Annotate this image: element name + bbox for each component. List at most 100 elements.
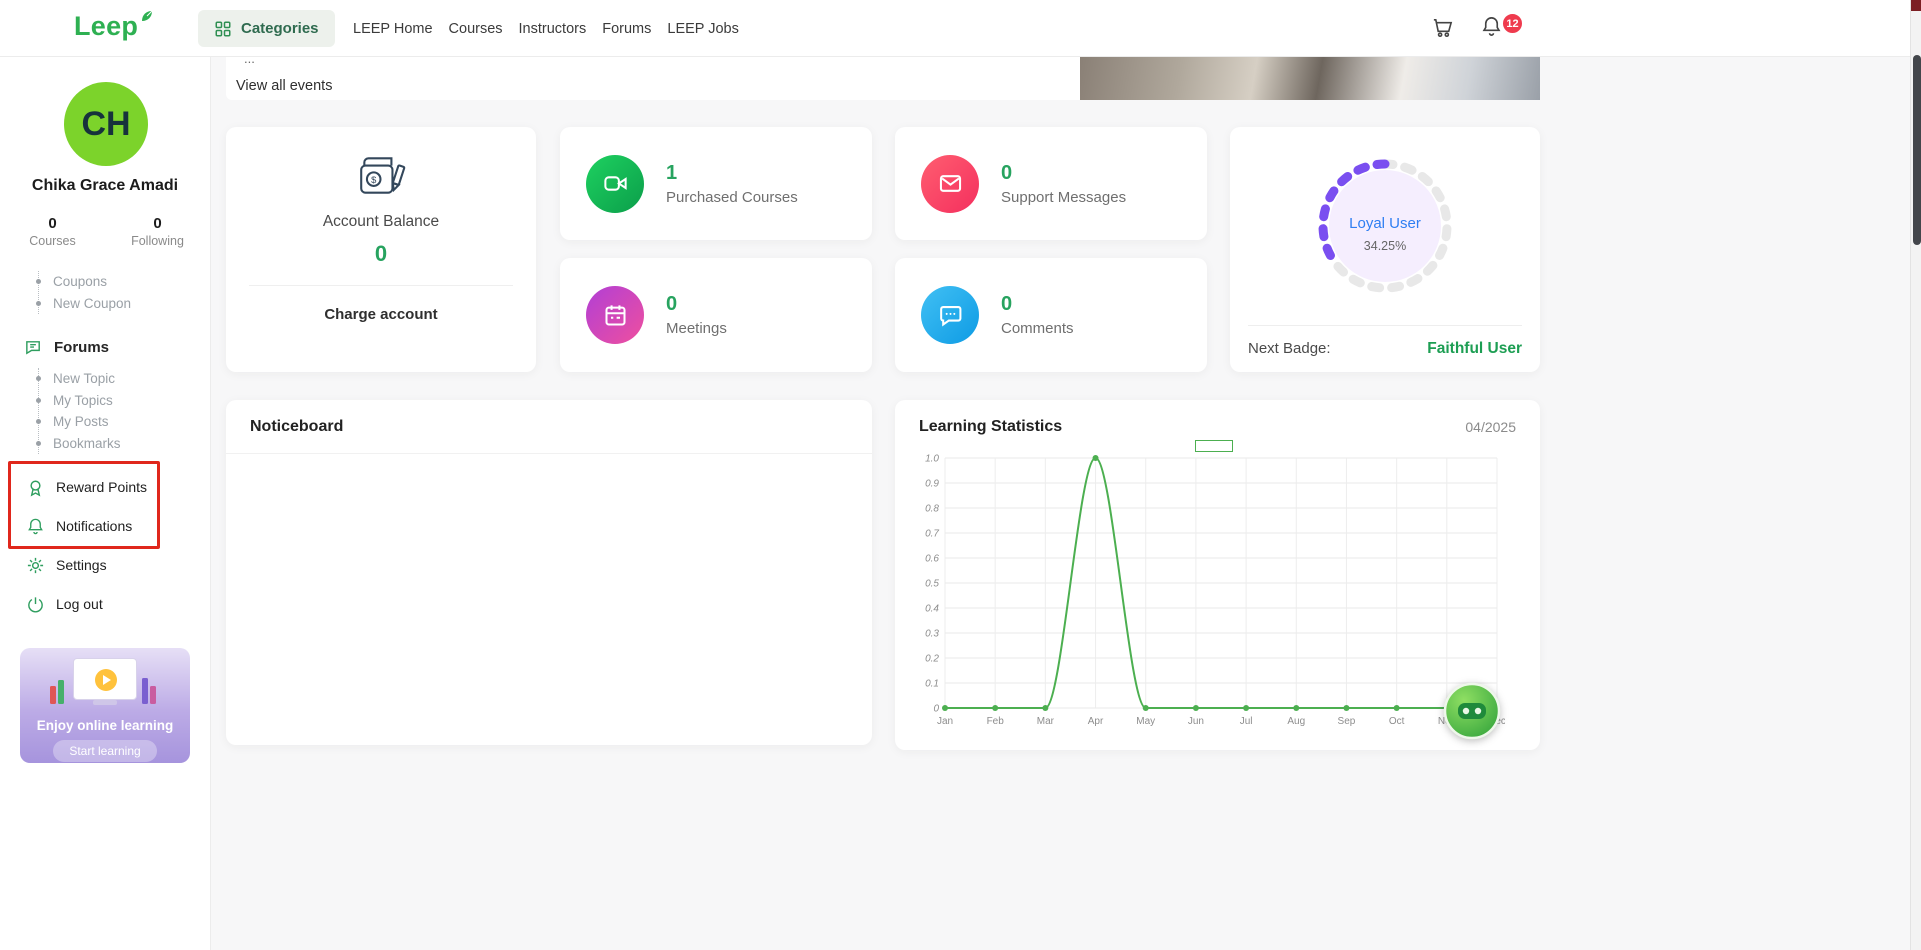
- purchased-courses-count: 1: [666, 162, 798, 185]
- following-count: 0: [105, 215, 210, 232]
- categories-button[interactable]: Categories: [198, 10, 335, 47]
- promo-illustration: [20, 654, 190, 712]
- learning-statistics-title: Learning Statistics: [919, 418, 1062, 436]
- learning-statistics-period: 04/2025: [1465, 419, 1516, 435]
- leaf-icon: [140, 9, 154, 23]
- support-messages-count: 0: [1001, 162, 1126, 185]
- nav-link-instructors[interactable]: Instructors: [519, 21, 587, 37]
- chat-bubble-icon: [921, 286, 979, 344]
- sidebar-item-coupons[interactable]: Coupons: [39, 271, 131, 293]
- grid-icon: [214, 20, 232, 38]
- comments-card: 0 Comments: [895, 258, 1207, 372]
- svg-text:0.7: 0.7: [925, 529, 939, 540]
- power-icon: [26, 595, 45, 614]
- sidebar-item-my-posts[interactable]: My Posts: [39, 411, 121, 433]
- top-navbar: Leep Categories LEEP Home Courses Instru…: [0, 0, 1921, 57]
- svg-text:1.0: 1.0: [925, 454, 939, 465]
- sidebar-item-forums[interactable]: Forums: [24, 337, 109, 357]
- svg-text:May: May: [1136, 716, 1155, 727]
- noticeboard-card: Noticeboard: [226, 400, 872, 745]
- logout-label: Log out: [56, 596, 103, 612]
- svg-text:0.6: 0.6: [925, 554, 939, 565]
- support-messages-label: Support Messages: [1001, 189, 1126, 206]
- avatar: CH: [64, 82, 148, 166]
- coupons-menu: Coupons New Coupon: [38, 271, 131, 314]
- next-badge-value: Faithful User: [1427, 340, 1522, 358]
- svg-text:0.9: 0.9: [925, 479, 939, 490]
- main-nav: LEEP Home Courses Instructors Forums LEE…: [353, 0, 739, 57]
- divider: [249, 285, 513, 286]
- notifications-bell-icon[interactable]: [1480, 15, 1503, 38]
- learning-statistics-chart: 00.10.20.30.40.50.60.70.80.91.0JanFebMar…: [911, 444, 1505, 736]
- notifications-label: Notifications: [56, 518, 132, 534]
- reward-points-label: Reward Points: [56, 479, 147, 495]
- svg-text:0.4: 0.4: [925, 604, 939, 615]
- nav-link-forums[interactable]: Forums: [602, 21, 651, 37]
- purchased-courses-card: 1 Purchased Courses: [560, 127, 872, 240]
- divider: [1248, 325, 1522, 326]
- envelope-icon: [921, 155, 979, 213]
- sidebar-item-my-topics[interactable]: My Topics: [39, 390, 121, 412]
- sidebar-item-notifications[interactable]: Notifications: [26, 516, 132, 536]
- sidebar-item-new-topic[interactable]: New Topic: [39, 368, 121, 390]
- meetings-count: 0: [666, 293, 727, 316]
- svg-text:Jul: Jul: [1240, 716, 1253, 727]
- svg-text:0.5: 0.5: [925, 579, 939, 590]
- meetings-label: Meetings: [666, 320, 727, 337]
- svg-text:0.8: 0.8: [925, 504, 939, 515]
- scrollbar-top-artifact: [1911, 0, 1921, 11]
- chat-widget-button[interactable]: [1443, 682, 1501, 740]
- leep-logo[interactable]: Leep: [74, 11, 154, 42]
- user-badge-card: Loyal User 34.25% Next Badge: Faithful U…: [1230, 127, 1540, 372]
- sidebar-item-reward-points[interactable]: Reward Points: [26, 477, 147, 497]
- wallet-icon: $: [356, 153, 406, 199]
- scrollbar-thumb[interactable]: [1913, 55, 1921, 245]
- view-all-events-link[interactable]: View all events: [236, 78, 332, 94]
- sidebar-item-logout[interactable]: Log out: [26, 594, 103, 614]
- events-hero-image: [1080, 57, 1540, 100]
- start-learning-button[interactable]: Start learning: [53, 740, 156, 762]
- badge-center: Loyal User 34.25%: [1230, 215, 1540, 253]
- user-name: Chika Grace Amadi: [0, 177, 210, 195]
- events-card-footer: ... View all events: [226, 57, 1540, 100]
- badge-name: Loyal User: [1230, 215, 1540, 232]
- forum-icon: [24, 338, 43, 357]
- following-label: Following: [105, 234, 210, 248]
- sidebar-item-new-coupon[interactable]: New Coupon: [39, 293, 131, 315]
- user-stats: 0 Courses 0 Following: [0, 215, 210, 248]
- courses-label: Courses: [0, 234, 105, 248]
- account-balance-title: Account Balance: [323, 213, 439, 231]
- nav-link-leep-home[interactable]: LEEP Home: [353, 21, 433, 37]
- play-button-icon: [95, 669, 117, 691]
- nav-link-courses[interactable]: Courses: [449, 21, 503, 37]
- nav-link-leep-jobs[interactable]: LEEP Jobs: [667, 21, 738, 37]
- promo-title: Enjoy online learning: [20, 718, 190, 733]
- svg-text:Jan: Jan: [937, 716, 953, 727]
- sidebar-item-settings[interactable]: Settings: [26, 555, 107, 575]
- courses-count: 0: [0, 215, 105, 232]
- main-content: ... View all events $ Account Balance 0 …: [211, 57, 1910, 950]
- comments-label: Comments: [1001, 320, 1074, 337]
- forums-submenu: New Topic My Topics My Posts Bookmarks: [38, 368, 121, 454]
- charge-account-link[interactable]: Charge account: [324, 306, 437, 323]
- svg-text:Oct: Oct: [1389, 716, 1405, 727]
- chart-legend-swatch[interactable]: [1195, 440, 1233, 452]
- svg-text:Aug: Aug: [1287, 716, 1305, 727]
- cart-icon[interactable]: [1431, 16, 1454, 39]
- next-badge-label: Next Badge:: [1248, 340, 1331, 358]
- svg-text:Sep: Sep: [1338, 716, 1356, 727]
- promo-card: Enjoy online learning Start learning: [20, 648, 190, 763]
- svg-text:Mar: Mar: [1037, 716, 1055, 727]
- stat-courses: 0 Courses: [0, 215, 105, 248]
- stat-following: 0 Following: [105, 215, 210, 248]
- svg-text:0: 0: [933, 704, 939, 715]
- forums-label: Forums: [54, 339, 109, 356]
- page-scrollbar[interactable]: [1910, 0, 1921, 950]
- svg-text:0.2: 0.2: [925, 654, 939, 665]
- sidebar-item-bookmarks[interactable]: Bookmarks: [39, 433, 121, 455]
- categories-label: Categories: [241, 20, 319, 37]
- settings-label: Settings: [56, 557, 107, 573]
- notification-count-badge: 12: [1502, 13, 1523, 34]
- svg-text:Apr: Apr: [1088, 716, 1104, 727]
- gear-icon: [26, 556, 45, 575]
